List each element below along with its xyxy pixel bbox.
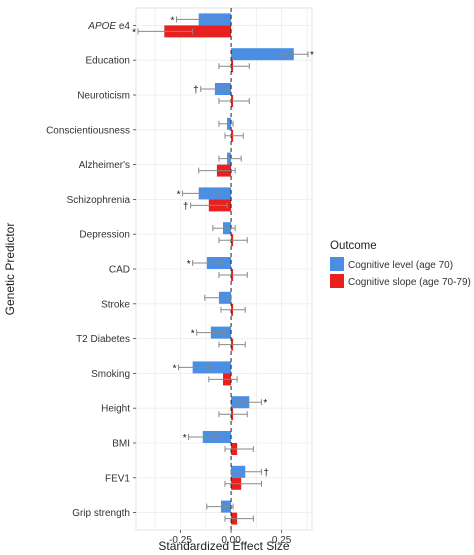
significance-marker: * <box>187 259 191 270</box>
y-tick-label: Depression <box>79 230 130 241</box>
y-tick-label: BMI <box>112 439 130 450</box>
y-tick-label: Alzheimer's <box>79 160 130 171</box>
x-tick-label: 0.25 <box>272 535 292 546</box>
y-tick-label: FEV1 <box>105 473 130 484</box>
y-tick-label: Conscientiousness <box>46 125 130 136</box>
bar-cognitive-level <box>192 361 232 374</box>
y-axis-title: Genetic Predictor <box>3 223 17 316</box>
x-tick-label: 0.00 <box>221 535 241 546</box>
y-tick-label: Education <box>86 56 130 67</box>
significance-marker: * <box>310 50 314 61</box>
x-axis-title: Standardized Effect Size <box>158 539 290 553</box>
significance-marker: † <box>183 201 189 212</box>
legend-label-slope: Cognitive slope (age 70-79) <box>348 277 471 288</box>
significance-marker: * <box>171 15 175 26</box>
y-tick-label: Height <box>101 404 130 415</box>
significance-marker: * <box>263 398 267 409</box>
y-tick-label: APOE e4 <box>87 21 130 32</box>
significance-markers: **†******†*† <box>132 15 314 478</box>
significance-marker: * <box>191 329 195 340</box>
significance-marker: † <box>263 468 269 479</box>
significance-marker: † <box>193 85 199 96</box>
y-tick-label: T2 Diabetes <box>76 334 130 345</box>
y-tick-label: CAD <box>109 265 130 276</box>
y-tick-label: Schizophrenia <box>67 195 131 206</box>
legend: Outcome Cognitive level (age 70) Cogniti… <box>330 240 471 288</box>
error-bars <box>137 16 309 522</box>
y-tick-label: Stroke <box>101 299 130 310</box>
bar-cognitive-slope <box>164 25 232 38</box>
legend-swatch-level <box>330 257 344 271</box>
significance-marker: * <box>173 363 177 374</box>
y-tick-label: Smoking <box>91 369 130 380</box>
significance-marker: * <box>132 27 136 38</box>
y-tick-labels: APOE e4 Education Neuroticism Conscientious… <box>46 21 136 519</box>
x-tick-labels: -0.25 0.00 0.25 <box>169 530 292 546</box>
significance-marker: * <box>183 433 187 444</box>
bar-cognitive-level <box>231 48 294 61</box>
significance-marker: * <box>177 189 181 200</box>
legend-label-level: Cognitive level (age 70) <box>348 260 453 271</box>
y-tick-label: Grip strength <box>72 508 130 519</box>
legend-swatch-slope <box>330 274 344 288</box>
y-tick-label: Neuroticism <box>77 91 130 102</box>
legend-title: Outcome <box>330 240 377 252</box>
x-tick-label: -0.25 <box>169 535 192 546</box>
